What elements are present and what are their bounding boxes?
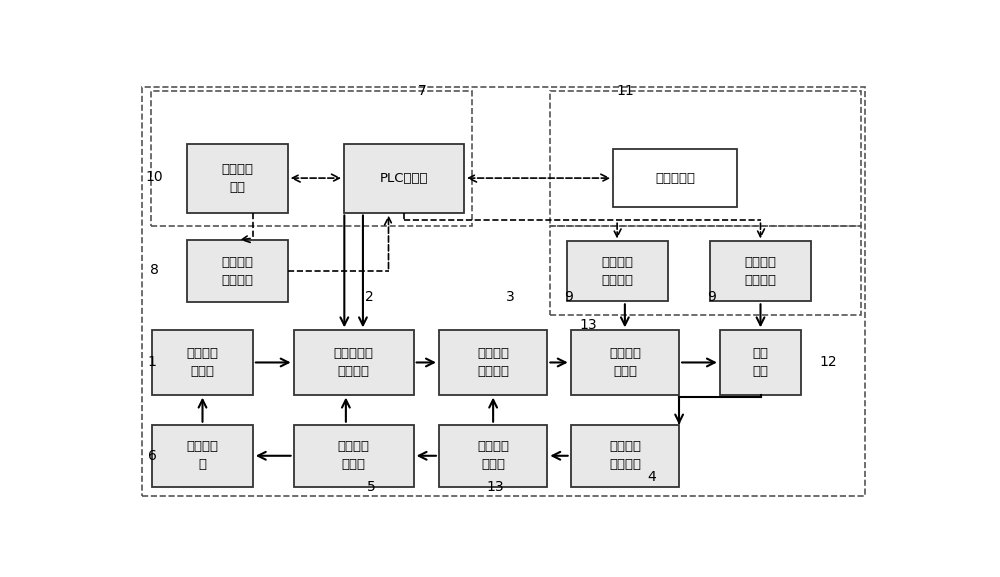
Text: 5: 5 <box>367 480 376 494</box>
Bar <box>152 425 253 487</box>
Text: 10: 10 <box>146 170 163 183</box>
Text: 有机热载
体锅炉: 有机热载 体锅炉 <box>186 347 218 378</box>
Text: 膨胀缓冲
罐: 膨胀缓冲 罐 <box>186 440 218 471</box>
Text: 3: 3 <box>506 290 515 304</box>
Bar <box>439 425 547 487</box>
Bar <box>550 226 861 315</box>
Text: 油泵运行
检测装置: 油泵运行 检测装置 <box>221 256 253 287</box>
Bar <box>571 425 679 487</box>
Text: 管道运行
检测装置: 管道运行 检测装置 <box>744 256 776 287</box>
Text: 1: 1 <box>148 355 157 369</box>
Bar <box>187 144 288 212</box>
Text: 9: 9 <box>707 290 716 304</box>
Bar <box>550 92 861 226</box>
Text: 13: 13 <box>487 480 504 494</box>
Bar <box>710 241 811 301</box>
Text: 电动比例
调节阀: 电动比例 调节阀 <box>477 440 509 471</box>
Text: 导热油输
送管道网: 导热油输 送管道网 <box>477 347 509 378</box>
Bar <box>571 330 679 395</box>
Bar <box>187 240 288 302</box>
Text: 电动三通
调节阀: 电动三通 调节阀 <box>338 440 370 471</box>
Text: 人机操控
界面: 人机操控 界面 <box>221 163 253 194</box>
Text: 9: 9 <box>564 290 573 304</box>
Bar <box>720 330 801 395</box>
Text: 2: 2 <box>365 290 374 304</box>
Text: 管道运行
检测装置: 管道运行 检测装置 <box>601 256 633 287</box>
Bar <box>567 241 668 301</box>
Bar <box>151 92 472 226</box>
Text: 6: 6 <box>148 449 157 463</box>
Text: 7: 7 <box>417 84 426 99</box>
Bar <box>344 144 464 212</box>
Bar <box>613 149 737 207</box>
Text: 电动比例
调节阀: 电动比例 调节阀 <box>609 347 641 378</box>
Bar <box>439 330 547 395</box>
Bar <box>294 425 414 487</box>
Text: 11: 11 <box>616 84 634 99</box>
Text: 远程计算机: 远程计算机 <box>655 171 695 185</box>
Text: 导热油回
油管道网: 导热油回 油管道网 <box>609 440 641 471</box>
Text: 用热
设备: 用热 设备 <box>753 347 768 378</box>
Text: PLC控制器: PLC控制器 <box>380 171 428 185</box>
Bar <box>152 330 253 395</box>
Bar <box>294 330 414 395</box>
Text: 12: 12 <box>820 355 838 369</box>
Text: 13: 13 <box>580 318 597 332</box>
Text: 8: 8 <box>150 263 159 277</box>
Text: 4: 4 <box>648 470 656 484</box>
Text: 导热油循环
动力装置: 导热油循环 动力装置 <box>334 347 374 378</box>
